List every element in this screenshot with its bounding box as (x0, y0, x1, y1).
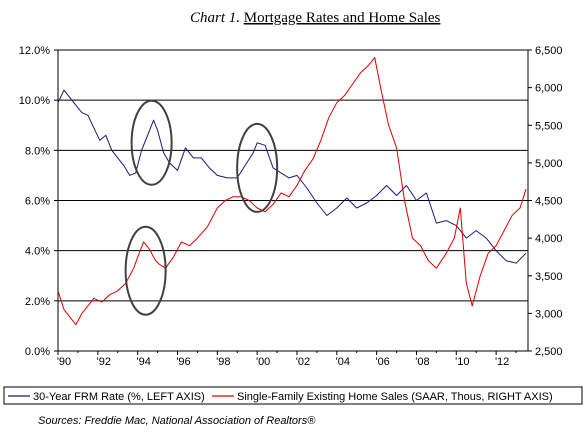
left-tick-label: 6.0% (25, 196, 50, 208)
right-tick-label: 4,500 (535, 196, 563, 208)
right-tick-label: 3,500 (535, 271, 563, 283)
annotation-ellipses (124, 99, 279, 316)
x-tick-label: '02 (296, 356, 310, 368)
chart-title-main: Mortgage Rates and Home Sales (244, 10, 441, 26)
x-tick-label: '04 (336, 356, 350, 368)
right-tick-label: 3,000 (535, 308, 563, 320)
source-note: Sources: Freddie Mac, National Associati… (38, 415, 316, 427)
right-tick-label: 4,000 (535, 233, 563, 245)
series-lines (57, 57, 527, 326)
annotation-ellipse (236, 122, 279, 213)
gridlines (58, 99, 528, 302)
right-axis-ticks: 2,500 3,000 3,500 4,000 4,500 5,000 5,500 6,000… (528, 45, 563, 358)
x-tick-label: '96 (176, 356, 190, 368)
annotation-ellipse (130, 99, 173, 186)
legend: 30-Year FRM Rate (%, LEFT AXIS) Single-F… (3, 386, 583, 405)
x-tick-label: '90 (57, 356, 71, 368)
chart-title-italic: Chart 1. (190, 10, 240, 26)
x-tick-label: '00 (256, 356, 270, 368)
legend-label-frm: 30-Year FRM Rate (%, LEFT AXIS) (33, 391, 205, 403)
left-tick-label: 12.0% (19, 45, 50, 57)
x-tick-label: '12 (495, 356, 509, 368)
right-tick-label: 2,500 (535, 346, 563, 358)
series-line-frm-rate (57, 89, 527, 264)
left-tick-label: 2.0% (25, 296, 50, 308)
right-tick-label: 5,500 (535, 120, 563, 132)
x-tick-label: '06 (375, 356, 389, 368)
series-line-home-sales (57, 57, 527, 326)
left-tick-label: 10.0% (19, 95, 50, 107)
x-tick-label: '08 (415, 356, 429, 368)
x-tick-label: '94 (136, 356, 150, 368)
x-tick-label: '10 (455, 356, 469, 368)
x-tick-label: '98 (216, 356, 230, 368)
left-axis-ticks: 0.0% 2.0% 4.0% 6.0% 8.0% 10.0% 12.0% (19, 45, 58, 358)
right-tick-label: 5,000 (535, 158, 563, 170)
left-tick-label: 4.0% (25, 246, 50, 258)
legend-box (3, 386, 583, 405)
left-tick-label: 0.0% (25, 346, 50, 358)
right-tick-label: 6,500 (535, 45, 563, 57)
x-axis-ticks: '90 '92 '94 '96 '98 '00 '02 '04 '06 '08 '10 '12 (57, 351, 517, 368)
annotation-ellipse (124, 225, 167, 316)
chart-title: Chart 1. Mortgage Rates and Home Sales (190, 10, 441, 26)
right-tick-label: 6,000 (535, 83, 563, 95)
legend-label-home-sales: Single-Family Existing Home Sales (SAAR,… (237, 391, 553, 403)
x-tick-label: '92 (97, 356, 111, 368)
left-tick-label: 8.0% (25, 145, 50, 157)
